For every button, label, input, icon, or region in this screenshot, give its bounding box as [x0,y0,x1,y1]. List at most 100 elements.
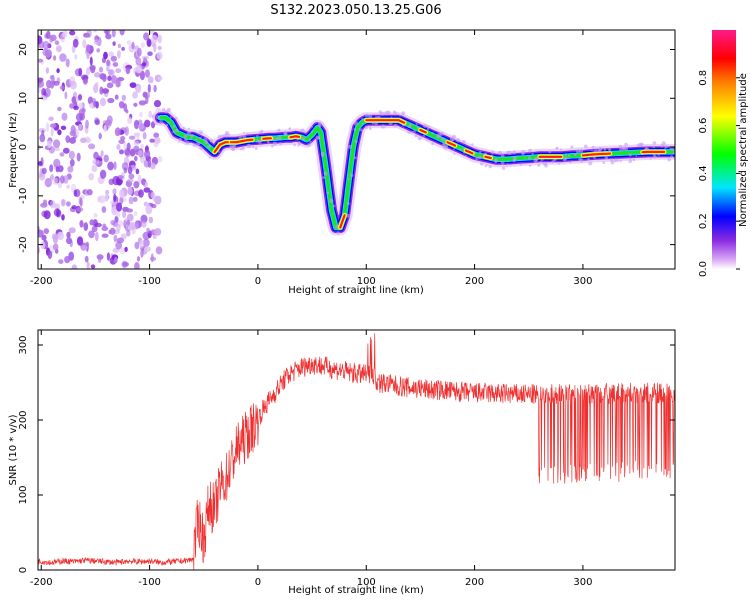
noise-speck [62,31,66,38]
noise-speck [94,72,101,78]
noise-speck [85,119,89,129]
ridge-speck [296,138,299,141]
ridge-speck [471,143,474,146]
ridge-speck [478,155,482,160]
bottom-y-tick-label: 300 [18,335,29,354]
colorbar: 0.0 0.2 0.4 0.6 0.8 Normalized spectral ampl… [698,30,749,277]
top-x-axis-label: Height of straight line (km) [288,285,424,296]
ridge-speck [228,133,231,136]
noise-speck [133,132,141,137]
noise-speck [138,149,143,157]
noise-speck [50,34,57,42]
noise-speck [155,246,163,255]
noise-speck [69,137,76,144]
ridge-speck [479,151,482,154]
noise-speck [54,146,60,152]
top-x-tick-label: 200 [465,276,484,287]
ridge-speck [310,130,314,133]
noise-speck [134,262,140,269]
ridge-speck [632,158,636,162]
noise-speck [134,220,140,229]
top-x-tick-label: -200 [30,276,53,287]
noise-speck [150,162,156,170]
ridge-speck [242,134,247,139]
noise-speck [157,34,162,44]
ridge-speck [261,129,264,132]
ridge-speck [527,156,531,160]
noise-speck [116,144,121,150]
noise-speck [125,109,129,114]
noise-speck [68,251,75,261]
noise-speck [112,188,117,195]
noise-speck [144,119,151,128]
noise-speck [152,234,157,240]
noise-speck [53,139,61,148]
noise-speck [93,151,99,160]
ridge-speck [608,148,612,152]
noise-speck [38,161,43,166]
ridge-speck [535,158,538,161]
ridge-speck [347,144,353,149]
ridge-speck [393,111,398,116]
top-y-tick-label: -20 [18,236,29,252]
noise-speck [64,91,68,100]
bottom-x-tick-label: 100 [357,577,376,588]
ridge-speck [177,141,180,143]
noise-speck [83,222,89,231]
noise-speck [113,193,117,203]
ridge-speck [445,145,448,148]
ridge-speck [409,122,412,125]
ridge-speck [300,128,305,133]
ridge-speck [203,137,208,142]
ridge-speck [346,202,350,205]
ridge-hot-red [229,138,254,144]
noise-speck [143,187,151,193]
ridge-speck [359,128,363,132]
ridge-speck [207,144,211,149]
ridge-speck [545,162,548,165]
noise-speck [89,219,95,226]
noise-speck [40,241,46,249]
noise-speck [51,233,59,240]
ridge-speck [254,147,258,150]
ridge-speck [161,107,166,112]
ridge-speck [670,155,673,159]
noise-speck [133,102,138,107]
ridge-speck [190,133,194,138]
ridge-speck [653,155,657,159]
bottom-x-axis-label: Height of straight line (km) [288,585,424,596]
noise-speck [99,86,104,95]
noise-speck [122,262,129,267]
noise-speck [65,58,70,68]
noise-speck [96,254,104,260]
noise-speck [146,38,152,47]
ridge-speck [426,125,430,129]
noise-speck [137,174,142,184]
ridge-speck [199,146,203,150]
noise-speck [103,51,108,60]
noise-speck [126,219,131,227]
noise-speck [126,208,134,213]
noise-speck [124,148,130,156]
noise-speck [148,216,154,224]
noise-speck [76,207,84,212]
noise-speck [100,97,106,107]
noise-speck [100,150,104,157]
noise-speck [59,175,65,184]
noise-speck [128,196,134,205]
noise-speck [89,64,96,71]
noise-speck [147,51,153,56]
noise-speck [94,119,101,126]
noise-speck [139,111,143,118]
ridge-speck [304,130,307,133]
ridge-speck [519,163,522,166]
ridge-speck [167,121,170,124]
noise-speck [119,189,125,199]
noise-speck [144,246,151,252]
ridge-speck [609,158,614,162]
ridge-speck [664,148,666,150]
noise-speck [101,226,109,232]
ridge-speck [252,145,255,149]
noise-speck [115,211,121,218]
